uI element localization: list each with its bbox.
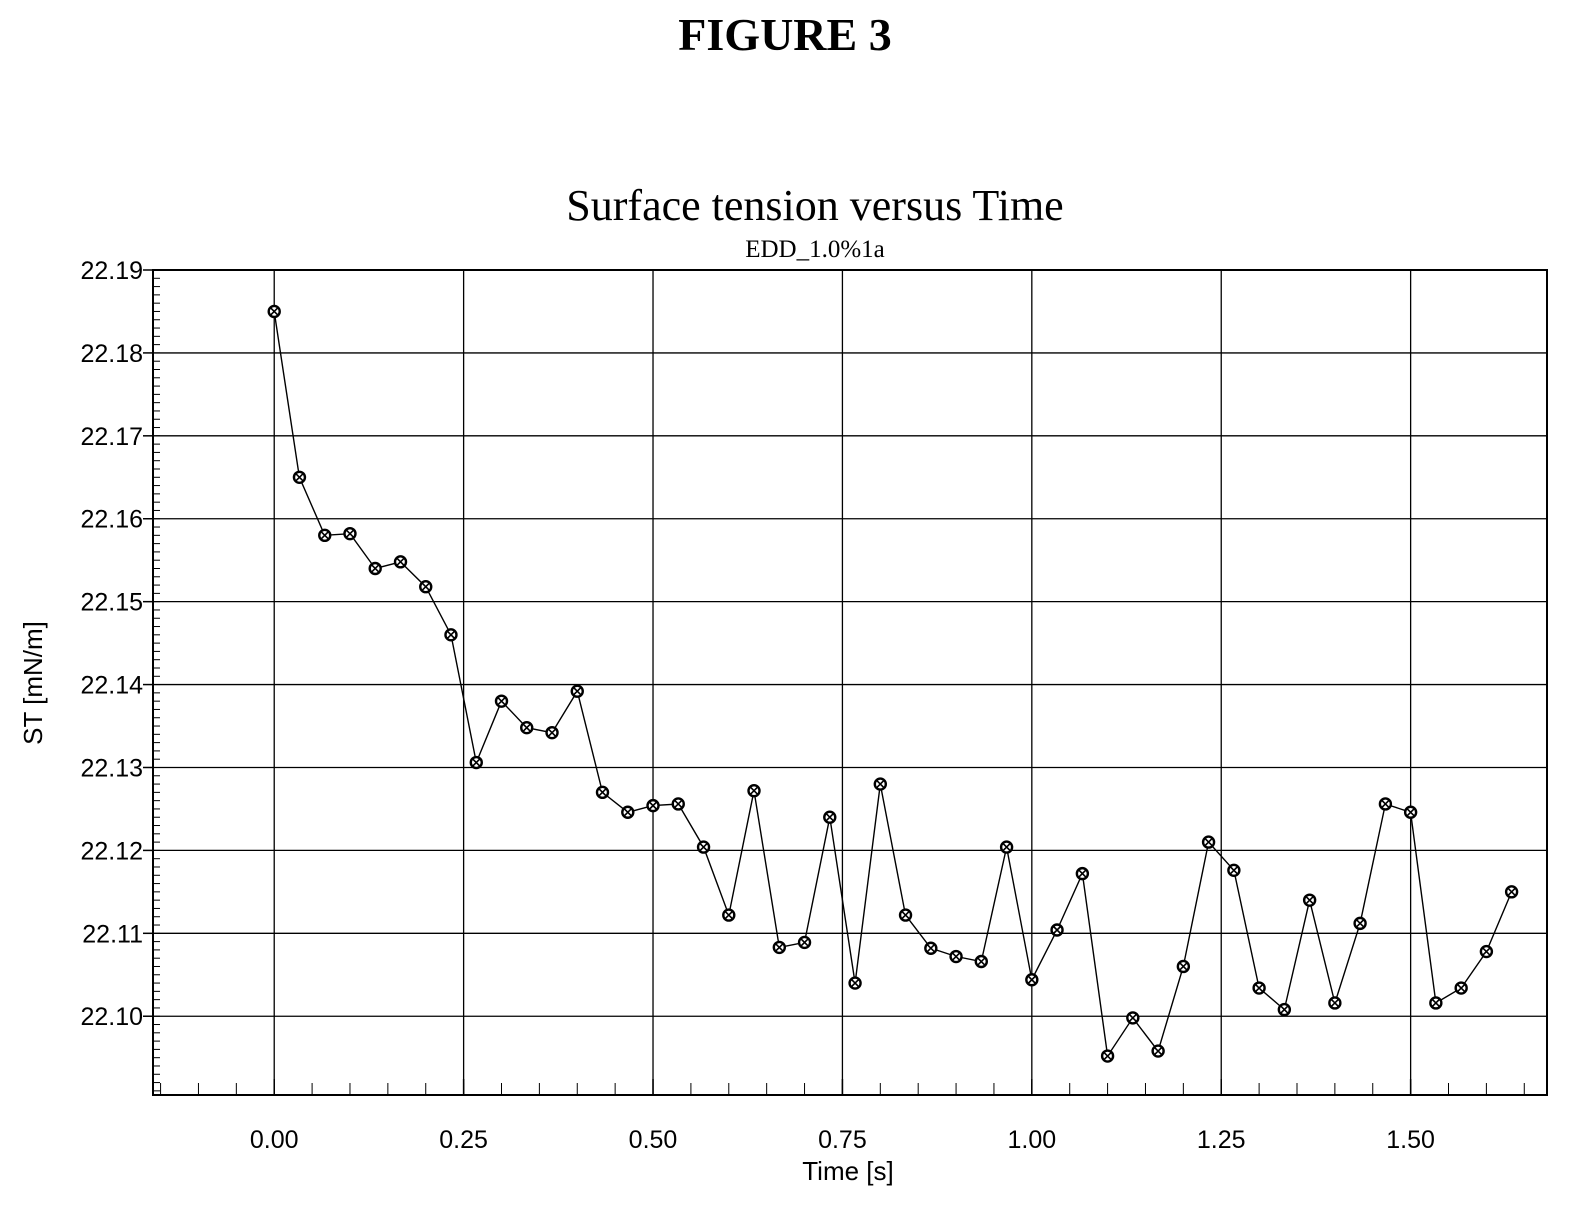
data-point [999, 840, 1014, 854]
data-point [747, 784, 761, 798]
data-point [1050, 923, 1064, 937]
x-tick-label: 0.75 [818, 1126, 867, 1154]
y-axis-label: ST [mN/m] [18, 621, 48, 745]
x-tick-label: 0.00 [250, 1126, 299, 1154]
data-point [1126, 1011, 1140, 1025]
y-tick-label: 22.11 [82, 920, 143, 948]
y-tick-label: 22.18 [80, 340, 143, 368]
data-point [1100, 1049, 1115, 1063]
chart-subtitle: EDD_1.0%1a [745, 236, 885, 263]
data-point [1151, 1044, 1165, 1058]
data-point [419, 580, 433, 594]
grid-lines [153, 269, 1547, 1095]
data-point [1025, 973, 1039, 987]
data-point [1378, 797, 1393, 811]
y-tick-label: 22.14 [80, 672, 143, 700]
data-point [974, 954, 988, 969]
data-point [469, 755, 483, 770]
data-point [1454, 981, 1468, 995]
data-point [671, 797, 685, 811]
data-point [1429, 996, 1443, 1010]
figure-label: FIGURE 3 [678, 9, 892, 60]
x-tick-label: 1.50 [1386, 1126, 1435, 1154]
x-tick-label: 1.00 [1007, 1126, 1056, 1154]
data-point [444, 628, 458, 642]
data-point [1176, 959, 1191, 974]
data-point [848, 976, 862, 990]
data-point [1403, 805, 1418, 819]
x-tick-label: 0.50 [629, 1126, 678, 1154]
data-point [343, 526, 357, 541]
x-tick-label: 1.25 [1197, 1126, 1246, 1154]
y-tick-label: 22.15 [80, 589, 143, 617]
data-point [722, 908, 736, 922]
data-point [1328, 996, 1342, 1010]
series-line [273, 311, 1513, 1058]
data-point [1252, 981, 1266, 995]
data-point [267, 304, 281, 319]
data-point [494, 694, 509, 708]
data-point [1277, 1002, 1292, 1017]
data-point [570, 684, 584, 698]
data-point [949, 949, 963, 964]
data-point [292, 470, 307, 484]
y-tick-label: 22.19 [80, 257, 143, 285]
x-tick-label: 0.25 [439, 1126, 488, 1154]
minor-ticks [153, 269, 1525, 1095]
data-point [797, 935, 812, 950]
y-tick-label: 22.13 [80, 754, 143, 782]
data-point [1075, 866, 1090, 881]
data-point [898, 908, 913, 922]
data-point [318, 528, 332, 543]
y-tick-label: 22.12 [80, 837, 143, 865]
y-tick-label: 22.16 [80, 506, 143, 534]
data-point [646, 798, 660, 813]
data-point [1227, 863, 1241, 878]
data-point [873, 777, 888, 791]
data-point [1353, 916, 1367, 931]
data-point [393, 555, 408, 569]
data-point [1201, 835, 1216, 849]
data-point [520, 720, 534, 735]
chart-title: Surface tension versus Time [566, 181, 1064, 230]
data-point [823, 810, 837, 824]
y-tick-label: 22.10 [80, 1003, 143, 1031]
data-point [772, 940, 787, 955]
data-point [1504, 885, 1519, 899]
y-tick-label: 22.17 [80, 423, 143, 451]
y-axis-ticks: 22.19 22.18 22.17 22.16 22.15 22.14 22.13 22.12… [80, 257, 153, 1031]
data-point [696, 840, 711, 854]
data-point [545, 725, 559, 740]
data-point [1302, 893, 1317, 907]
data-point [595, 785, 610, 800]
data-point [368, 561, 382, 576]
data-markers [267, 304, 1519, 1063]
x-axis-label: Time [s] [802, 1156, 893, 1186]
plot-area [152, 269, 1548, 1096]
data-point [621, 805, 635, 819]
data-point [1479, 944, 1494, 959]
data-point [924, 941, 938, 955]
x-axis-ticks: 0.00 0.25 0.50 0.75 1.00 1.25 1.50 [250, 1079, 1435, 1154]
